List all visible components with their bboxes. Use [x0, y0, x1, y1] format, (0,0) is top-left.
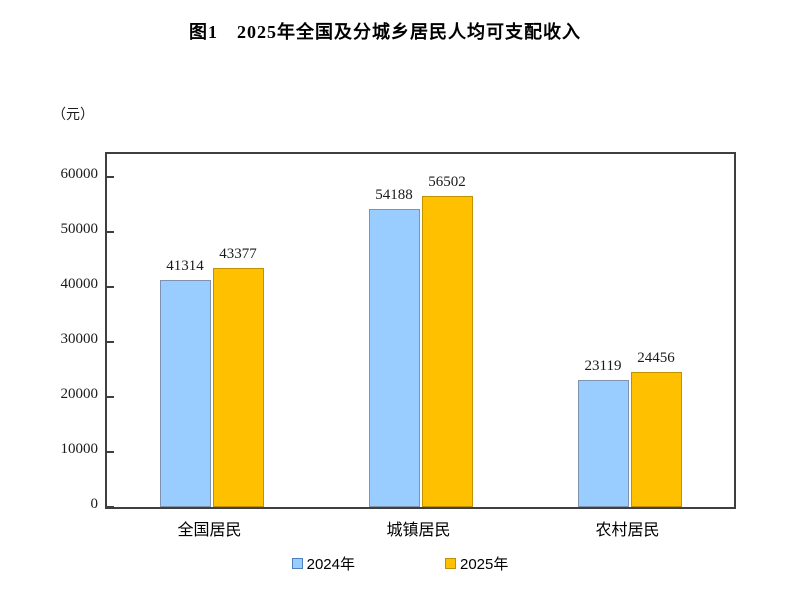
bar-2024年-城镇居民 [368, 209, 420, 507]
x-axis-category-label: 城镇居民 [386, 522, 451, 539]
plot-area: 41314 43377 54188 56502 23119 24456 [105, 152, 736, 509]
y-axis-tick-label: 30000 [60, 331, 99, 347]
y-axis-tick-label: 10000 [60, 441, 99, 457]
y-axis-tick-label: 40000 [60, 276, 99, 292]
bar-2025年-城镇居民 [421, 196, 473, 507]
y-axis-tick-label: 0 [90, 496, 99, 512]
y-axis-tick [107, 286, 114, 288]
legend-swatch-icon [445, 558, 456, 569]
legend-swatch-icon [291, 558, 303, 569]
y-axis-tick [107, 396, 114, 398]
y-axis-tick-label: 60000 [60, 166, 99, 182]
bar-2024年-农村居民 [577, 380, 629, 507]
y-axis-tick [107, 341, 114, 343]
bar-value-label: 24456 [637, 350, 675, 366]
y-axis-tick-label: 50000 [60, 221, 99, 237]
bar-value-label: 41314 [166, 258, 204, 274]
bar-value-label: 23119 [584, 358, 622, 374]
legend-label: 2025年 [460, 556, 509, 573]
bar-value-label: 54188 [375, 187, 413, 203]
x-axis-category-label: 农村居民 [595, 522, 660, 539]
bar-2025年-农村居民 [630, 372, 682, 507]
chart-title: 图1 2025年全国及分城乡居民人均可支配收入 [189, 22, 581, 42]
legend-item-2024年: 2024年 [291, 553, 355, 574]
x-axis-category-label: 全国居民 [177, 522, 242, 539]
bar-2024年-全国居民 [159, 280, 211, 507]
bar-value-label: 43377 [219, 246, 257, 262]
legend: 2024年 2025年 [0, 553, 800, 574]
y-axis-unit-label: （元） [52, 106, 94, 122]
y-axis-tick [107, 506, 114, 508]
y-axis-tick-label: 20000 [60, 386, 99, 402]
y-axis-tick [107, 176, 114, 178]
bar-2025年-全国居民 [212, 268, 264, 507]
y-axis-tick [107, 231, 114, 233]
legend-item-2025年: 2025年 [445, 553, 508, 574]
y-axis-tick [107, 451, 114, 453]
bar-value-label: 56502 [428, 174, 466, 190]
legend-label: 2024年 [306, 556, 355, 573]
